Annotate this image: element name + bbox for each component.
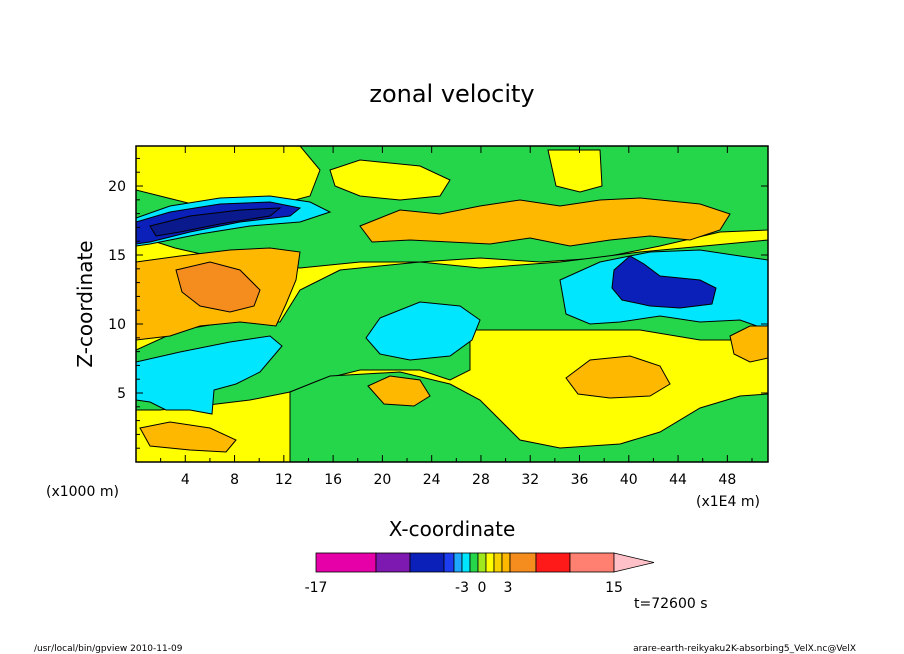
x-axis: 4 8 12 16 20 24 28 32 36 40 44 48 (160, 146, 753, 488)
colorbar-band-0 (315, 552, 377, 573)
blue-region-right (611, 255, 717, 309)
x-tick-label-4: 20 (373, 472, 391, 488)
y-tick-label-1: 10 (108, 317, 126, 333)
colorbar-extension-triangle (613, 552, 655, 573)
time-label: t=72600 s (634, 596, 708, 612)
colorbar-tick-label-2: 0 (478, 580, 487, 596)
colorbar-tick-label-1: -3 (455, 580, 469, 596)
colorbar: -17 -3 0 3 15 (305, 552, 655, 596)
colorbar-band-10 (501, 552, 511, 573)
footer-left: /usr/local/bin/gpview 2010-11-09 (34, 644, 183, 654)
y-tick-label-0: 5 (117, 386, 126, 402)
colorbar-band-7 (477, 552, 487, 573)
x-tick-label-9: 40 (620, 472, 638, 488)
x-tick-label-2: 12 (275, 472, 293, 488)
yellow-patch-top-right (547, 149, 603, 193)
x-tick-label-7: 32 (521, 472, 539, 488)
x-axis-title: X-coordinate (389, 517, 516, 541)
orange-region-upper-band (359, 197, 731, 247)
orange-region-lower-right (565, 355, 671, 399)
colorbar-band-4 (453, 552, 463, 573)
y-tick-label-3: 20 (108, 179, 126, 195)
x-tick-label-5: 24 (423, 472, 441, 488)
colorbar-band-12 (535, 552, 571, 573)
colorbar-tick-label-4: 15 (605, 580, 623, 596)
x-tick-label-10: 44 (669, 472, 687, 488)
x-tick-label-11: 48 (718, 472, 736, 488)
y-axis: 5 10 15 20 (108, 157, 768, 449)
x-tick-label-0: 4 (181, 472, 190, 488)
navy-core-upper-left (149, 207, 282, 237)
plot-frame (135, 145, 769, 463)
colorbar-band-5 (461, 552, 471, 573)
colorbar-band-8 (485, 552, 495, 573)
x-tick-label-8: 36 (571, 472, 589, 488)
colorbar-band-2 (409, 552, 445, 573)
footer-right: arare-earth-reikyaku2K-absorbing5_VelX.n… (633, 644, 856, 654)
colorbar-band-9 (493, 552, 503, 573)
y-tick-label-2: 15 (108, 248, 126, 264)
cyan-region-center (365, 301, 481, 361)
dark-orange-region-left (175, 261, 261, 313)
orange-region-right-edge (729, 325, 768, 363)
x-tick-label-6: 28 (472, 472, 490, 488)
yellow-patch-top (329, 159, 451, 201)
colorbar-band-13 (569, 552, 615, 573)
orange-region-lower-center (367, 375, 431, 407)
y-unit-label: (x1000 m) (46, 484, 119, 500)
chart-title: zonal velocity (369, 80, 534, 108)
colorbar-band-1 (375, 552, 411, 573)
colorbar-band-6 (469, 552, 479, 573)
colorbar-tick-label-3: 3 (504, 580, 513, 596)
orange-region-bottom-left (139, 421, 237, 453)
y-axis-title: Z-coordinate (73, 240, 97, 367)
contour-field (136, 146, 768, 462)
x-tick-label-1: 8 (230, 472, 239, 488)
colorbar-band-3 (443, 552, 455, 573)
colorbar-tick-label-0: -17 (305, 580, 328, 596)
x-tick-label-3: 16 (324, 472, 342, 488)
cyan-region-left (136, 335, 283, 415)
x-unit-label: (x1E4 m) (696, 494, 760, 510)
colorbar-band-11 (509, 552, 537, 573)
